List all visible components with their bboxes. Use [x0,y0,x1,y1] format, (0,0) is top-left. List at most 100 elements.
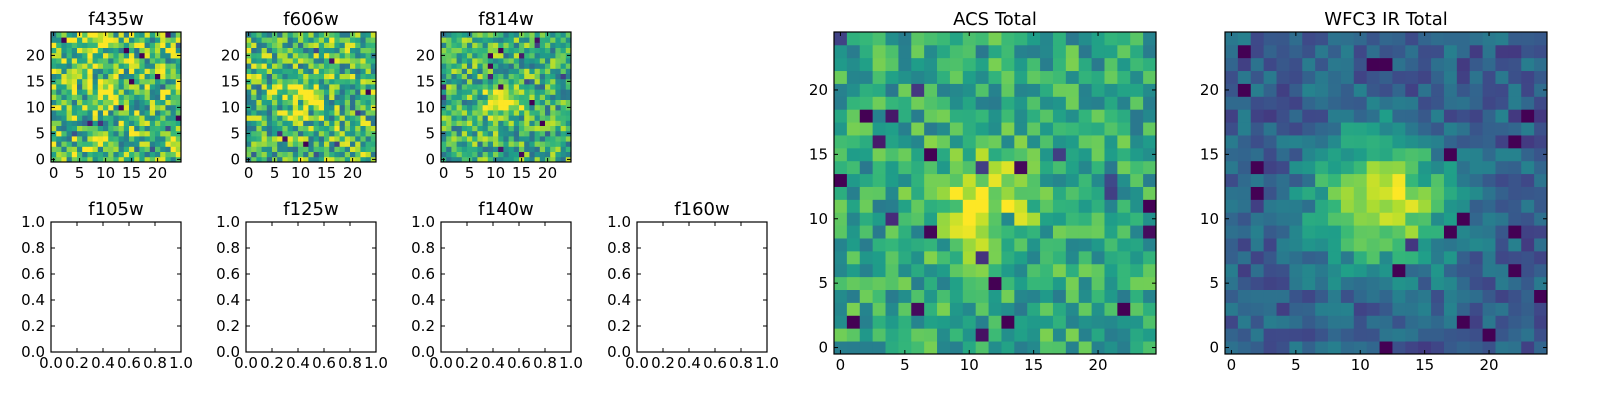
x-tick-label: 0.2 [455,354,479,372]
heatmap-cell [487,115,494,121]
heatmap-cell [1340,96,1355,110]
heatmap-cell [1340,109,1355,123]
heatmap-cell [534,68,541,74]
heatmap-cell [1040,70,1054,84]
heatmap-cell [149,104,156,111]
heatmap-cell [170,37,177,43]
heatmap-cell [82,84,88,90]
heatmap-cell [911,186,925,200]
heatmap-cell [949,122,964,136]
heatmap-cell [1225,238,1239,252]
heatmap-cell [292,58,299,64]
heatmap-cell [92,37,99,43]
heatmap-cell [565,146,572,152]
heatmap-cell [272,136,278,142]
heatmap-cell [1027,57,1041,72]
heatmap-cell [71,110,78,116]
heatmap-cell [129,63,135,69]
heatmap-cell [1289,70,1303,84]
heatmap-cell [1302,83,1316,97]
heatmap-cell [1443,328,1458,342]
heatmap-cell [477,99,483,106]
heatmap-cell [129,136,135,142]
heatmap-cell [66,84,73,90]
heatmap-cell [872,147,886,162]
heatmap-cell [251,58,257,64]
heatmap-cell [1328,32,1342,46]
heatmap-cell [123,78,130,85]
heatmap-cell [1431,225,1445,239]
heatmap-cell [324,120,330,126]
heatmap-cell [539,84,546,90]
heatmap-cell [1263,135,1277,149]
heatmap-cell [261,73,268,80]
heatmap-cell [329,89,335,95]
heatmap-cell [66,32,73,38]
heatmap-cell [139,47,145,54]
heatmap-cell [1225,186,1239,200]
heatmap-cell [113,130,119,137]
heatmap-cell [859,135,874,149]
heatmap-cell [493,136,499,142]
heatmap-cell [859,173,874,187]
heatmap-cell [298,110,304,116]
heatmap-cell [461,110,468,116]
heatmap-cell [456,52,463,59]
heatmap-cell [251,146,257,152]
heatmap-cell [246,47,252,54]
axes-frame [50,31,182,163]
heatmap-cell [1469,44,1483,59]
heatmap-cell [56,136,62,142]
heatmap-cell [251,156,257,163]
heatmap-cell [97,42,104,48]
heatmap-cell [911,135,925,149]
heatmap-cell [324,52,330,59]
heatmap-cell [1495,32,1509,46]
heatmap-cell [103,37,109,43]
heatmap-cell [313,47,320,54]
heatmap-cell [1014,122,1028,136]
heatmap-cell [324,115,330,121]
heatmap-cell [975,199,989,213]
heatmap-cell [1353,302,1368,316]
heatmap-cell [1289,122,1303,136]
heatmap-cell [1065,250,1080,265]
heatmap-cell [355,141,361,147]
heatmap-cell [123,47,130,54]
heatmap-cell [123,32,130,38]
heatmap-cell [103,42,109,48]
heatmap-cell [1366,199,1380,213]
heatmap-cell [160,110,166,116]
heatmap-cell [911,44,925,59]
heatmap-cell [87,84,93,90]
heatmap-cell [937,70,951,84]
heatmap-cell [503,32,509,38]
heatmap-cell [498,78,504,85]
heatmap-cell [139,151,145,158]
heatmap-cell [472,94,478,100]
heatmap-cell [261,156,268,163]
heatmap-cell [350,120,356,126]
heatmap-cell [545,89,551,95]
heatmap-cell [451,42,457,48]
heatmap-cell [103,84,109,90]
heatmap-cell [555,78,561,85]
heatmap-cell [1418,225,1432,239]
heatmap-cell [1328,263,1342,278]
heatmap-cell [329,68,335,74]
heatmap-cell [508,94,515,100]
heatmap-cell [266,141,273,147]
heatmap-cell [1078,289,1092,303]
heatmap-cell [1130,186,1144,200]
heatmap-cell [1508,44,1522,59]
heatmap-cell [1117,225,1131,239]
heatmap-cell [287,52,294,59]
heatmap-cell [1143,147,1157,162]
y-tick-label: 0.4 [21,291,45,309]
heatmap-cell [287,84,294,90]
heatmap-cell [539,68,546,74]
heatmap-cell [277,47,283,54]
heatmap-cell [61,136,67,142]
heatmap-cell [1443,315,1458,329]
